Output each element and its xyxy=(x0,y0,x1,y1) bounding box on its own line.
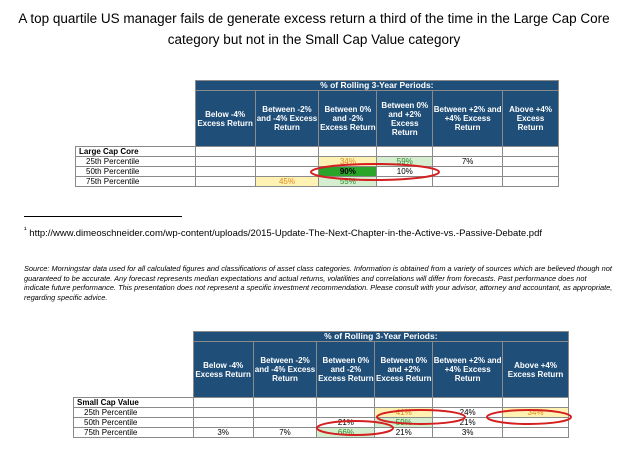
cell xyxy=(502,176,559,187)
table-row: 75th Percentile 3% 7% 66% 21% 3% xyxy=(73,427,569,438)
cell xyxy=(432,166,504,177)
cell: 3% xyxy=(432,427,504,438)
col-header: Between -2% and -4% Excess Return xyxy=(252,341,318,398)
row-label: 50th Percentile xyxy=(75,166,196,177)
source-note: Source: Morningstar data used for all ca… xyxy=(24,264,613,302)
row-label: 50th Percentile xyxy=(73,417,194,428)
cell: 90% xyxy=(318,166,378,177)
cell xyxy=(316,407,376,418)
cell xyxy=(502,166,559,177)
table-row: 25th Percentile 34% 59% 7% xyxy=(75,156,559,167)
footnote-link[interactable]: http://www.dimeoschneider.com/wp-content… xyxy=(26,228,542,240)
cell xyxy=(502,156,559,167)
col-header: Between 0% and -2% Excess Return xyxy=(316,341,376,398)
cell: 3% xyxy=(192,427,254,438)
cell: 59% xyxy=(374,417,434,428)
category-label: Large Cap Core xyxy=(75,146,196,157)
cell xyxy=(254,166,320,177)
cell xyxy=(194,176,256,187)
col-header: Above +4% Excess Return xyxy=(502,90,559,147)
row-label: 25th Percentile xyxy=(73,407,194,418)
cell xyxy=(192,417,254,428)
cell: 34% xyxy=(318,156,378,167)
cell: 55% xyxy=(318,176,378,187)
cell: 59% xyxy=(376,156,434,167)
col-header: Between 0% and -2% Excess Return xyxy=(318,90,378,147)
row-label: 75th Percentile xyxy=(73,427,194,438)
col-header: Between +2% and +4% Excess Return xyxy=(432,341,504,398)
periods-header: % of Rolling 3-Year Periods: xyxy=(194,80,560,91)
cell xyxy=(254,156,320,167)
col-header: Between +2% and +4% Excess Return xyxy=(432,90,504,147)
row-label: 75th Percentile xyxy=(75,176,196,187)
small-cap-value-table: % of Rolling 3-Year Periods: Below -4% E… xyxy=(73,331,570,438)
cell: 66% xyxy=(316,427,376,438)
cell xyxy=(502,427,569,438)
col-header: Between 0% and +2% Excess Return xyxy=(374,341,434,398)
cell: 21% xyxy=(316,417,376,428)
cell xyxy=(252,417,318,428)
periods-header: % of Rolling 3-Year Periods: xyxy=(192,331,570,342)
cell xyxy=(194,156,256,167)
footnote: ¹ http://www.dimeoschneider.com/wp-conte… xyxy=(24,223,604,241)
table-row: 50th Percentile 90% 10% xyxy=(75,166,559,177)
cell: 24% xyxy=(432,407,504,418)
cell xyxy=(432,176,504,187)
cell xyxy=(194,166,256,177)
footnote-marker: ¹ xyxy=(24,225,27,234)
category-label: Small Cap Value xyxy=(73,397,194,408)
cell: 21% xyxy=(432,417,504,428)
col-header: Above +4% Excess Return xyxy=(502,341,569,398)
row-label: 25th Percentile xyxy=(75,156,196,167)
cell: 41% xyxy=(374,407,434,418)
cell xyxy=(252,407,318,418)
cell: 21% xyxy=(374,427,434,438)
page-title: A top quartile US manager fails de gener… xyxy=(18,11,610,47)
cell xyxy=(192,407,254,418)
table-row: 75th Percentile 45% 55% xyxy=(75,176,559,187)
cell: 10% xyxy=(376,166,434,177)
cell xyxy=(502,417,569,428)
cell xyxy=(376,176,434,187)
col-header: Below -4% Excess Return xyxy=(192,341,254,398)
cell: 7% xyxy=(252,427,318,438)
table-row: 50th Percentile 21% 59% 21% xyxy=(73,417,569,428)
large-cap-core-table: % of Rolling 3-Year Periods: Below -4% E… xyxy=(75,80,560,187)
cell: 45% xyxy=(254,176,320,187)
cell: 7% xyxy=(432,156,504,167)
cell: 34% xyxy=(502,407,569,418)
col-header: Between -2% and -4% Excess Return xyxy=(254,90,320,147)
col-header: Below -4% Excess Return xyxy=(194,90,256,147)
table-row: 25th Percentile 41% 24% 34% xyxy=(73,407,569,418)
footnote-divider xyxy=(24,216,182,217)
col-header: Between 0% and +2% Excess Return xyxy=(376,90,434,147)
